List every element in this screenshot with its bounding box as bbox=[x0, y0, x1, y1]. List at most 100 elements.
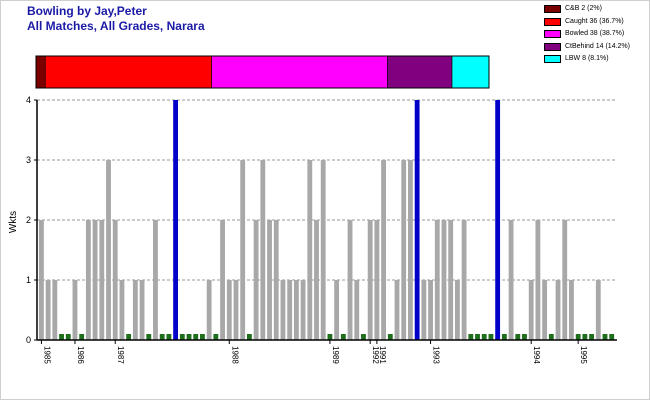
bar bbox=[522, 334, 527, 340]
bar bbox=[569, 280, 574, 340]
bar bbox=[414, 100, 420, 340]
bar bbox=[542, 280, 548, 340]
bar bbox=[361, 334, 366, 340]
bar bbox=[609, 334, 615, 340]
bar bbox=[602, 334, 608, 340]
bar bbox=[501, 334, 507, 340]
x-tick-label: 1995 bbox=[579, 346, 588, 364]
bar bbox=[273, 220, 279, 340]
bar bbox=[126, 334, 132, 340]
bar bbox=[246, 334, 252, 340]
bar bbox=[72, 280, 78, 340]
bar bbox=[253, 220, 259, 340]
bar bbox=[260, 160, 266, 340]
bar bbox=[475, 334, 480, 340]
bar bbox=[307, 160, 313, 340]
bar bbox=[327, 334, 333, 340]
bar bbox=[59, 334, 64, 340]
stack-segment-ctbehind bbox=[387, 55, 453, 89]
bars bbox=[39, 100, 615, 340]
bar bbox=[508, 220, 514, 340]
x-tick-label: 1991 bbox=[378, 346, 387, 364]
stack-segment-bowled bbox=[211, 55, 388, 89]
legend-label-bowled: Bowled 38 (38.7%) bbox=[565, 30, 625, 37]
bar bbox=[206, 280, 212, 340]
stack-segment-cb bbox=[35, 55, 46, 89]
bar bbox=[79, 334, 85, 340]
bar bbox=[186, 334, 192, 340]
bar bbox=[562, 220, 568, 340]
bar bbox=[112, 220, 118, 340]
bar bbox=[119, 280, 125, 340]
bar bbox=[240, 160, 246, 340]
bar bbox=[528, 280, 534, 340]
bar bbox=[293, 280, 299, 340]
y-tick-labels: 0 1 2 3 4 bbox=[26, 95, 37, 345]
dismissal-stacked-bar bbox=[35, 55, 490, 89]
bar bbox=[381, 160, 387, 340]
x-tick-label: 1994 bbox=[532, 346, 541, 364]
x-tick-label: 1989 bbox=[331, 346, 340, 364]
bar bbox=[132, 280, 138, 340]
bar bbox=[173, 100, 179, 340]
bar bbox=[367, 220, 373, 340]
legend-label-lbw: LBW 8 (8.1%) bbox=[565, 55, 609, 62]
bar bbox=[267, 220, 272, 340]
bar bbox=[220, 220, 225, 340]
bar bbox=[548, 334, 554, 340]
bar bbox=[166, 334, 172, 340]
legend-swatch-caught bbox=[544, 17, 561, 26]
stack-segment-caught bbox=[44, 55, 212, 89]
y-axis-label: Wkts bbox=[8, 211, 19, 233]
bar bbox=[233, 280, 239, 340]
bar bbox=[468, 334, 474, 340]
grid-lines bbox=[37, 99, 617, 281]
legend-swatch-cb bbox=[544, 5, 561, 13]
x-tick-label: 1992 bbox=[371, 346, 380, 364]
bar bbox=[448, 220, 454, 340]
legend-label-caught: Caught 36 (36.7%) bbox=[565, 17, 624, 25]
bar bbox=[589, 334, 594, 340]
bar bbox=[320, 160, 326, 340]
bar bbox=[65, 334, 71, 340]
bar bbox=[92, 220, 98, 340]
bar bbox=[461, 220, 467, 340]
bar bbox=[85, 220, 91, 340]
bar bbox=[146, 334, 152, 340]
bar bbox=[334, 280, 340, 340]
stack-segment-lbw bbox=[451, 55, 490, 89]
bar bbox=[153, 220, 158, 340]
chart-subtitle: All Matches, All Grades, Narara bbox=[27, 19, 205, 33]
bar bbox=[441, 220, 447, 340]
x-tick-label: 1986 bbox=[76, 346, 85, 364]
bar bbox=[200, 334, 205, 340]
bar bbox=[347, 220, 353, 340]
bar bbox=[495, 100, 501, 340]
bar bbox=[434, 220, 440, 340]
bar bbox=[179, 334, 185, 340]
legend-swatch-bowled bbox=[544, 30, 561, 38]
bar bbox=[300, 280, 306, 340]
y-tick-label: 2 bbox=[26, 215, 31, 225]
bar bbox=[401, 160, 407, 340]
x-tick-label: 1988 bbox=[230, 346, 239, 364]
x-tick-label: 1993 bbox=[432, 346, 441, 364]
bar bbox=[139, 280, 145, 340]
bar bbox=[99, 220, 105, 340]
bar bbox=[408, 160, 413, 340]
bar bbox=[374, 220, 380, 340]
bar bbox=[159, 334, 165, 340]
stack-outline bbox=[35, 55, 490, 89]
bar bbox=[213, 334, 219, 340]
bar bbox=[52, 280, 58, 340]
bar bbox=[582, 334, 588, 340]
bar bbox=[106, 160, 111, 340]
y-tick-label: 3 bbox=[26, 155, 31, 165]
x-tick-label: 1987 bbox=[116, 346, 125, 364]
bar bbox=[45, 280, 51, 340]
bar bbox=[488, 334, 494, 340]
bar bbox=[193, 334, 199, 340]
y-tick-label: 4 bbox=[26, 95, 31, 105]
